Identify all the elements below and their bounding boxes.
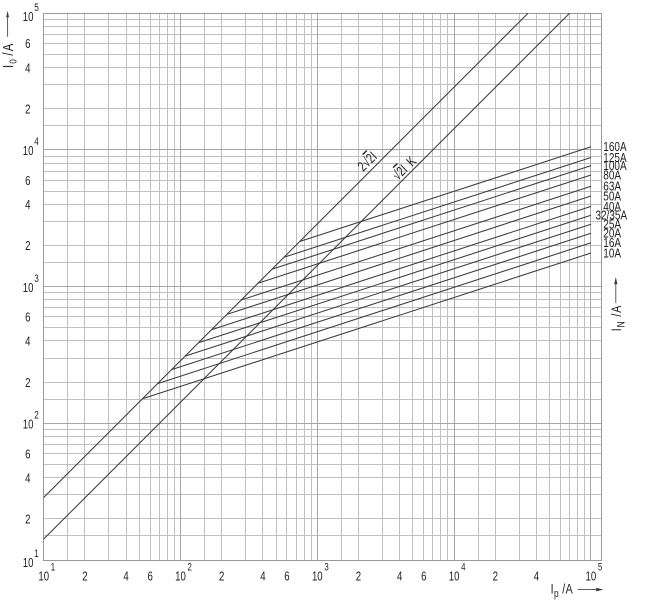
- svg-text:6: 6: [25, 175, 30, 189]
- svg-text:3: 3: [34, 273, 39, 286]
- svg-text:1: 1: [34, 548, 39, 561]
- svg-text:6: 6: [25, 448, 30, 462]
- svg-text:40A: 40A: [603, 201, 621, 214]
- svg-text:2: 2: [82, 570, 87, 584]
- svg-text:5: 5: [34, 2, 39, 15]
- svg-text:10: 10: [23, 557, 34, 571]
- svg-text:63A: 63A: [603, 181, 621, 194]
- svg-text:2: 2: [188, 562, 192, 573]
- svg-text:2: 2: [25, 377, 30, 391]
- svg-text:2: 2: [25, 103, 30, 117]
- svg-text:2: 2: [34, 410, 39, 423]
- svg-text:10: 10: [586, 570, 597, 584]
- svg-text:I0/A: I0/A: [0, 42, 19, 68]
- svg-text:160A: 160A: [603, 141, 627, 154]
- svg-text:10: 10: [23, 418, 34, 432]
- svg-text:4: 4: [123, 570, 129, 584]
- svg-text:32/35A: 32/35A: [596, 210, 628, 223]
- svg-text:10: 10: [23, 145, 34, 159]
- svg-text:4: 4: [25, 199, 31, 213]
- svg-text:10: 10: [23, 282, 34, 296]
- svg-text:IN /A: IN /A: [609, 305, 628, 332]
- svg-text:10: 10: [312, 570, 323, 584]
- svg-text:6: 6: [421, 570, 426, 584]
- svg-text:3: 3: [324, 562, 328, 573]
- svg-text:6: 6: [25, 38, 30, 52]
- svg-text:20A: 20A: [603, 228, 621, 241]
- svg-text:6: 6: [147, 570, 152, 584]
- svg-text:4: 4: [397, 570, 403, 584]
- svg-text:1: 1: [51, 562, 55, 573]
- svg-text:100A: 100A: [603, 160, 627, 173]
- svg-text:4: 4: [461, 562, 465, 573]
- svg-text:4: 4: [25, 62, 31, 76]
- svg-text:2: 2: [493, 570, 498, 584]
- svg-text:10A: 10A: [603, 247, 621, 260]
- svg-text:6: 6: [25, 311, 30, 325]
- svg-text:25A: 25A: [603, 219, 621, 232]
- svg-text:10: 10: [38, 570, 49, 584]
- svg-text:2: 2: [25, 513, 30, 527]
- svg-text:2: 2: [219, 570, 224, 584]
- svg-text:4: 4: [534, 570, 540, 584]
- svg-text:4: 4: [25, 335, 31, 349]
- svg-text:10: 10: [175, 570, 186, 584]
- svg-text:2: 2: [356, 570, 361, 584]
- svg-text:125A: 125A: [603, 152, 627, 165]
- svg-text:16A: 16A: [603, 237, 621, 250]
- svg-text:4: 4: [25, 472, 31, 486]
- svg-text:4: 4: [260, 570, 266, 584]
- svg-text:2: 2: [25, 240, 30, 254]
- svg-text:4: 4: [34, 136, 39, 149]
- svg-text:50A: 50A: [603, 190, 621, 203]
- svg-text:5: 5: [598, 562, 602, 573]
- svg-text:10: 10: [23, 11, 34, 25]
- svg-text:10: 10: [449, 570, 460, 584]
- svg-text:80A: 80A: [603, 169, 621, 182]
- svg-text:6: 6: [284, 570, 289, 584]
